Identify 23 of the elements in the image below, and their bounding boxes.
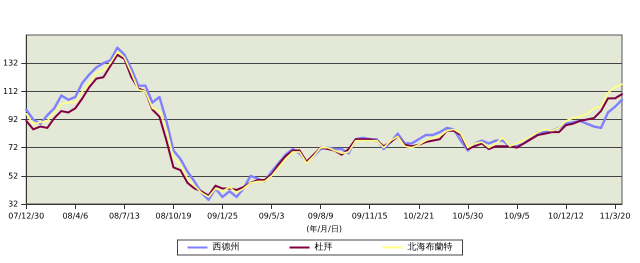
y-tick-label: 112 [2,86,18,96]
x-tick-label: 08/4/6 [62,212,88,220]
x-tick-label: 11/3/20 [600,212,630,220]
x-tick-label: 10/9/5 [504,212,530,220]
legend-label: 西德州 [212,242,240,252]
x-tick-label: 09/11/15 [352,212,388,220]
x-tick-label: 10/2/21 [403,212,434,220]
y-tick-label: 92 [8,115,18,124]
x-tick-label: 10/12/12 [548,212,584,220]
y-tick-label: 72 [8,143,18,152]
y-tick-label: 52 [8,171,18,180]
y-tick-label: 132 [2,58,18,68]
x-tick-label: 08/7/13 [108,212,140,220]
x-axis-title: (年/月/日) [306,224,342,234]
y-tick-label: 32 [8,200,18,208]
x-tick-label: 09/5/3 [258,212,284,220]
x-tick-label: 10/5/30 [452,212,484,220]
x-tick-label: 07/12/30 [8,212,44,220]
x-tick-label: 09/1/25 [207,212,238,220]
legend-label: 北海布蘭特 [408,242,452,252]
x-tick-label: 08/10/19 [155,212,192,220]
x-tick-label: 09/8/9 [308,212,334,220]
legend-label: 杜拜 [314,242,332,252]
